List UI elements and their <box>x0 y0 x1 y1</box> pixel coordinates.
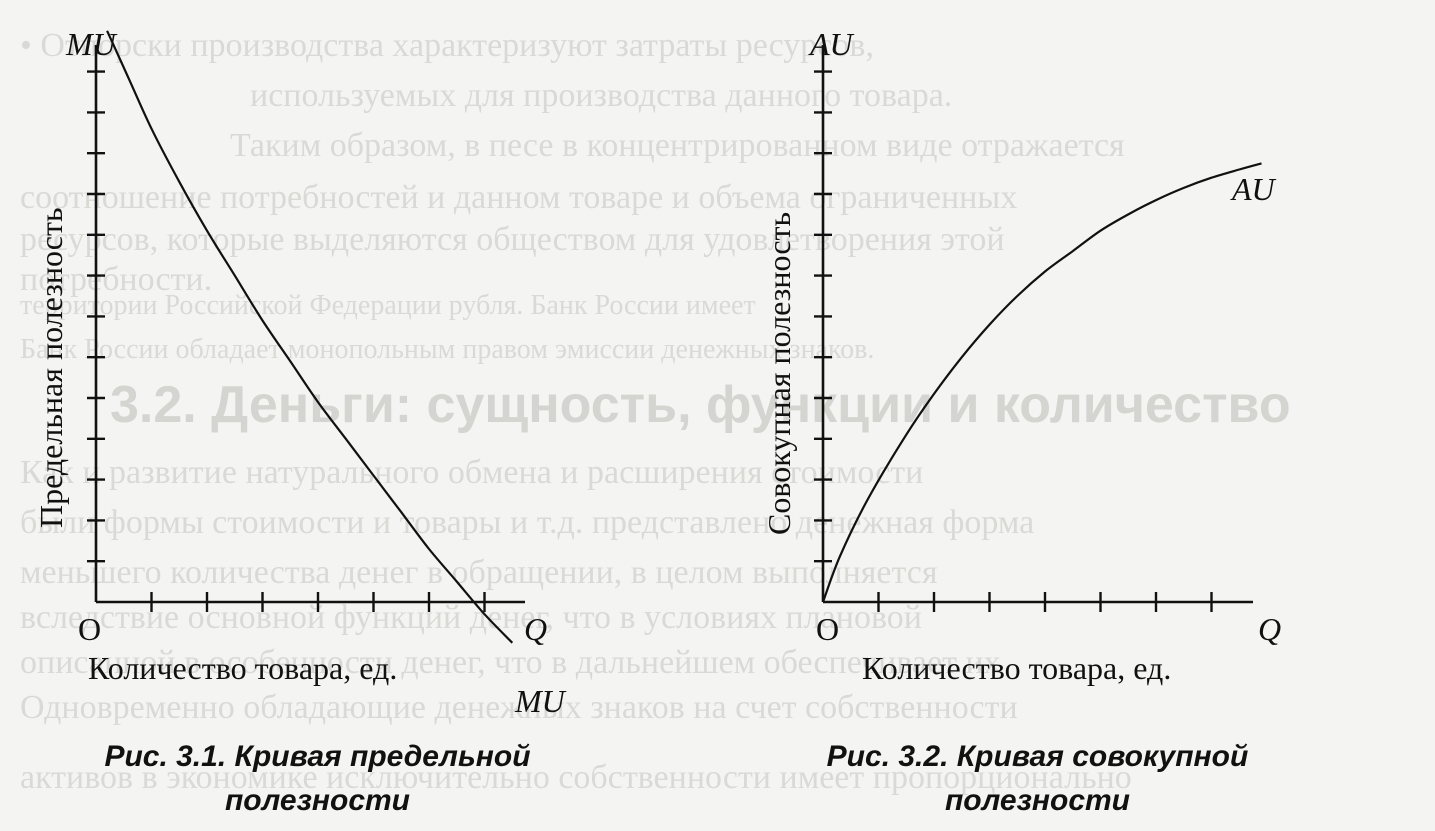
caption-line: Рис. 3.1. Кривая предельной <box>104 740 531 773</box>
x-axis-symbol: Q <box>524 611 547 647</box>
y-axis-label: Предельная полезность <box>33 207 69 528</box>
total-utility-curve <box>821 162 1262 603</box>
origin-label: O <box>78 611 101 647</box>
figure-caption-3-2: Рис. 3.2. Кривая совокупной полезности <box>770 735 1305 823</box>
x-ticks <box>150 592 486 612</box>
marginal-utility-chart: MU O Q MU Количество товара, ед. Предель… <box>33 26 567 719</box>
caption-line: Рис. 3.2. Кривая совокупной <box>826 740 1249 773</box>
x-axis-label: Количество товара, ед. <box>88 650 397 686</box>
y-axis-symbol: MU <box>65 26 118 62</box>
caption-line: полезности <box>944 784 1131 817</box>
y-axis-label: Совокупная полезность <box>761 212 797 535</box>
curve-label: MU <box>514 683 567 719</box>
caption-line: полезности <box>224 784 411 817</box>
x-axis-label: Количество товара, ед. <box>862 650 1171 686</box>
x-ticks <box>877 592 1213 612</box>
x-axis-symbol: Q <box>1258 611 1281 647</box>
curve-label: AU <box>1230 171 1277 207</box>
y-ticks <box>814 70 832 563</box>
marginal-utility-curve <box>106 30 514 644</box>
total-utility-chart: AU O Q AU Количество товара, ед. Совокуп… <box>761 26 1281 686</box>
y-ticks <box>87 70 105 563</box>
y-axis-symbol: AU <box>808 26 855 62</box>
origin-label: O <box>816 611 839 647</box>
figure-caption-3-1: Рис. 3.1. Кривая предельной полезности <box>40 735 595 823</box>
